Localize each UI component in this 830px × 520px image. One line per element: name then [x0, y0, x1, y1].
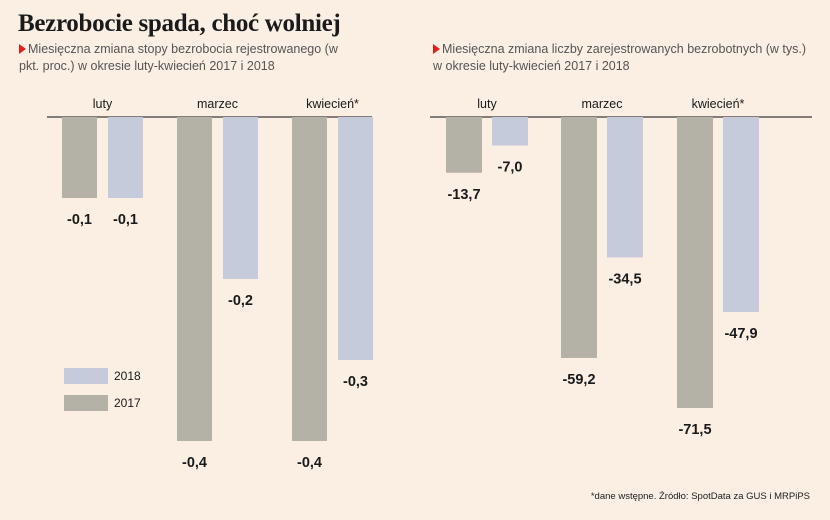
category-label-2-3: kwiecień*	[692, 97, 745, 111]
data-label-2-2017-2: -59,2	[562, 372, 595, 388]
bar-2-2018-1	[492, 117, 528, 146]
bar-1-2017-2	[177, 117, 212, 441]
bar-2-2017-2	[561, 117, 597, 358]
legend-swatch-2018	[64, 368, 108, 384]
category-label-1-3: kwiecień*	[306, 97, 359, 111]
bar-2-2017-1	[446, 117, 482, 173]
data-label-2-2017-3: -71,5	[678, 422, 711, 438]
legend-swatch-2017	[64, 395, 108, 411]
bar-2-2018-3	[723, 117, 759, 312]
subtitle-right-text: Miesięczna zmiana liczby zarejestrowanyc…	[433, 42, 807, 73]
bar-2-2018-2	[607, 117, 643, 258]
data-label-2-2018-1: -7,0	[498, 159, 523, 175]
data-label-1-2018-3: -0,3	[343, 374, 368, 390]
category-label-2-1: luty	[477, 97, 497, 111]
data-label-2-2018-2: -34,5	[608, 271, 641, 287]
category-label-1-2: marzec	[197, 97, 238, 111]
bar-2-2017-3	[677, 117, 713, 408]
data-label-1-2017-3: -0,4	[297, 455, 322, 471]
chart-title: Bezrobocie spada, choć wolniej	[18, 10, 341, 37]
legend-label-2017: 2017	[114, 396, 141, 410]
bar-1-2017-1	[62, 117, 97, 198]
red-triangle-icon	[433, 44, 440, 54]
bar-1-2017-3	[292, 117, 327, 441]
data-label-1-2018-1: -0,1	[113, 212, 138, 228]
category-label-2-2: marzec	[582, 97, 623, 111]
source-note: *dane wstępne. Źródło: SpotData za GUS i…	[590, 491, 810, 502]
subtitle-left-text: Miesięczna zmiana stopy bezrobocia rejes…	[19, 42, 338, 73]
legend-item-2017: 2017	[64, 395, 184, 411]
red-triangle-icon	[19, 44, 26, 54]
legend-label-2018: 2018	[114, 369, 141, 383]
category-label-1-1: luty	[93, 97, 113, 111]
data-label-1-2017-2: -0,4	[182, 455, 207, 471]
subtitle-right: Miesięczna zmiana liczby zarejestrowanyc…	[433, 41, 813, 75]
data-label-2-2018-3: -47,9	[724, 326, 757, 342]
subtitle-left: Miesięczna zmiana stopy bezrobocia rejes…	[19, 41, 349, 75]
legend-item-2018: 2018	[64, 368, 184, 384]
data-label-1-2018-2: -0,2	[228, 293, 253, 309]
bar-1-2018-3	[338, 117, 373, 360]
data-label-1-2017-1: -0,1	[67, 212, 92, 228]
data-label-2-2017-1: -13,7	[447, 187, 480, 203]
bar-1-2018-2	[223, 117, 258, 279]
bar-1-2018-1	[108, 117, 143, 198]
